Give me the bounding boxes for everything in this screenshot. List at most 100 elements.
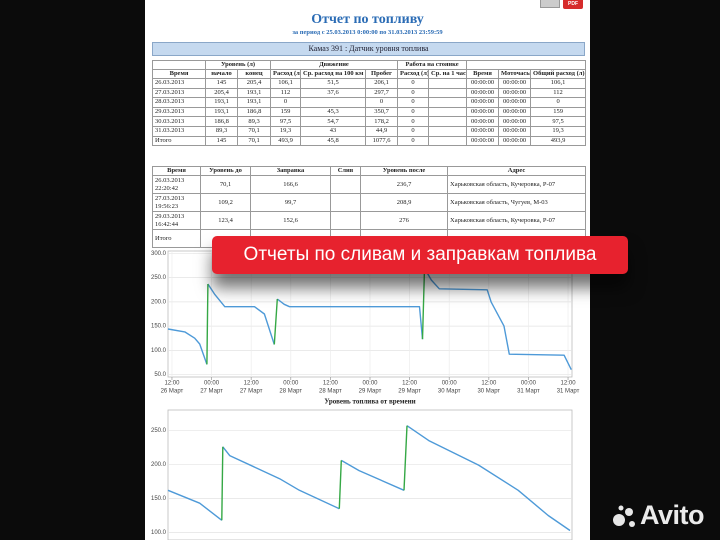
- table-cell: [300, 97, 366, 108]
- table-cell: 19,3: [530, 125, 587, 137]
- column-header: Ср. расход на 100 км: [300, 69, 366, 79]
- table-cell: 0: [397, 125, 430, 137]
- cell-text: 19,3: [552, 127, 564, 135]
- table-cell: [428, 78, 468, 89]
- cell-text: 44,9: [375, 127, 388, 135]
- table-row: 28.03.2013 193,1 193,1 0 0 0 00:00:00 00:00:00 0: [152, 97, 587, 108]
- cell-text: 193,1: [214, 98, 229, 106]
- y-tick-label: 50.0: [154, 372, 166, 378]
- x-tick-label: 28 Март: [319, 389, 342, 395]
- table-cell: Харьковская область, Кучеровка, Р-07: [447, 211, 586, 230]
- table-cell: 123,4: [200, 211, 251, 230]
- cell-text: Харьковская область, Кучеровка, Р-07: [450, 180, 556, 188]
- column-header: Расход (л): [270, 69, 301, 79]
- x-tick-label: 29 Март: [359, 389, 382, 395]
- table-cell: Итого: [152, 135, 206, 147]
- cell-text: 26.03.2013: [155, 79, 185, 87]
- chart-title: Уровень топлива от времени: [324, 398, 415, 406]
- report-title: Отчет по топливу: [311, 12, 424, 27]
- table-row: 29.03.2013 193,1 186,8 159 45,3 350,7 0 00:00:0…: [152, 106, 587, 118]
- cell-text: 31.03.2013: [155, 127, 185, 135]
- column-header: Адрес: [447, 166, 586, 176]
- column-header-text: Уровень до: [209, 167, 242, 175]
- table-cell: 00:00:00: [498, 106, 532, 118]
- x-tick-label: 12:00: [244, 381, 260, 387]
- table-cell: 109,2: [200, 193, 251, 212]
- cell-text: 70,1: [248, 136, 260, 144]
- cell-text: 193,1: [246, 98, 262, 106]
- pdf-icon[interactable]: PDF: [563, 0, 583, 9]
- cell-text: Харьковская область, Чугуев, М-03: [450, 198, 548, 206]
- table-cell: 193,1: [205, 97, 238, 108]
- table-cell: 00:00:00: [466, 97, 500, 108]
- cell-text: 51,5: [327, 79, 339, 87]
- table-cell: 00:00:00: [466, 87, 500, 99]
- x-tick-label: 28 Март: [279, 389, 302, 395]
- column-header: Время: [152, 166, 201, 176]
- table-cell: 205,4: [237, 78, 271, 89]
- table-cell: [428, 135, 468, 147]
- table-cell: 112: [530, 87, 587, 99]
- table-cell: 0: [270, 97, 301, 108]
- table-cell: 350,7: [364, 106, 399, 118]
- cell-text: 297,7: [374, 88, 389, 96]
- cell-text: 89,3: [215, 127, 228, 135]
- y-tick-label: 150.0: [151, 496, 167, 502]
- line-series: [221, 425, 408, 521]
- table-row: 26.03.2013 145 205,4 106,1 51,5 206,1 0 00:00:0…: [152, 78, 587, 89]
- column-header: Время: [152, 69, 206, 79]
- cell-text: 45,3: [327, 108, 339, 116]
- cell-text: 123,4: [218, 216, 233, 224]
- table-cell: 37,6: [300, 87, 366, 99]
- x-tick-label: 12:00: [323, 381, 339, 387]
- column-header: Пробег: [364, 69, 399, 79]
- cell-text: 00:00:00: [470, 117, 495, 125]
- column-header-text: Ср. на 1 час: [431, 70, 466, 78]
- table-cell: 45,8: [300, 135, 366, 147]
- watermark-logo: [613, 505, 635, 527]
- cell-text: 30.03.2013: [155, 117, 185, 125]
- y-tick-label: 200.0: [151, 299, 167, 305]
- cell-text: 205,4: [214, 88, 229, 96]
- print-icon[interactable]: [540, 0, 560, 8]
- cell-text: 0: [411, 88, 415, 96]
- group-header-text: Работа на стоянке: [405, 61, 459, 69]
- cell-text: 00:00:00: [470, 127, 495, 135]
- cell-text: 0: [411, 117, 415, 125]
- column-header-text: Моточасы: [501, 70, 531, 78]
- y-tick-label: 250.0: [151, 428, 167, 434]
- cell-text: 205,4: [246, 79, 262, 87]
- table-cell: 193,1: [237, 87, 271, 99]
- cell-text: 97,5: [552, 117, 564, 125]
- x-tick-label: 00:00: [362, 381, 378, 387]
- column-header: Расход (л): [397, 69, 430, 79]
- cell-text: 0: [411, 127, 415, 135]
- column-header: конец: [237, 69, 271, 79]
- column-header: Моточасы: [498, 69, 532, 79]
- promo-banner: Отчеты по сливам и заправкам топлива: [212, 236, 628, 274]
- cell-text: 112: [553, 88, 563, 96]
- cell-text: 0: [556, 98, 560, 106]
- table-cell: 0: [397, 78, 430, 89]
- cell-text: 54,7: [327, 117, 339, 125]
- column-header-text: Время: [167, 167, 186, 175]
- table-cell: 31.03.2013: [152, 125, 206, 137]
- table-cell: 29.03.2013: [152, 106, 206, 118]
- x-tick-label: 27 Март: [200, 389, 223, 395]
- cell-text: 00:00:00: [502, 127, 527, 135]
- table-cell: [428, 116, 468, 127]
- report-period: за период с 25.03.2013 0:00:00 по 31.03.…: [292, 29, 443, 36]
- table-row: 27.03.2013 19:56:23 109,2 99,7 208,9 Харьковс…: [152, 193, 586, 212]
- cell-text: 99,7: [284, 198, 297, 206]
- table-cell: 297,7: [364, 87, 399, 99]
- table-cell: 26.03.2013: [152, 78, 206, 89]
- table-cell: 159: [270, 106, 301, 118]
- cell-text: 00:00:00: [502, 136, 527, 144]
- x-tick-label: 00:00: [283, 381, 299, 387]
- table-cell: 00:00:00: [498, 78, 532, 89]
- table-cell: [428, 106, 468, 118]
- cell-text: 37,6: [327, 88, 339, 96]
- column-header: Слив: [330, 166, 361, 176]
- table-cell: 99,7: [250, 193, 331, 212]
- x-tick-label: 27 Март: [240, 389, 263, 395]
